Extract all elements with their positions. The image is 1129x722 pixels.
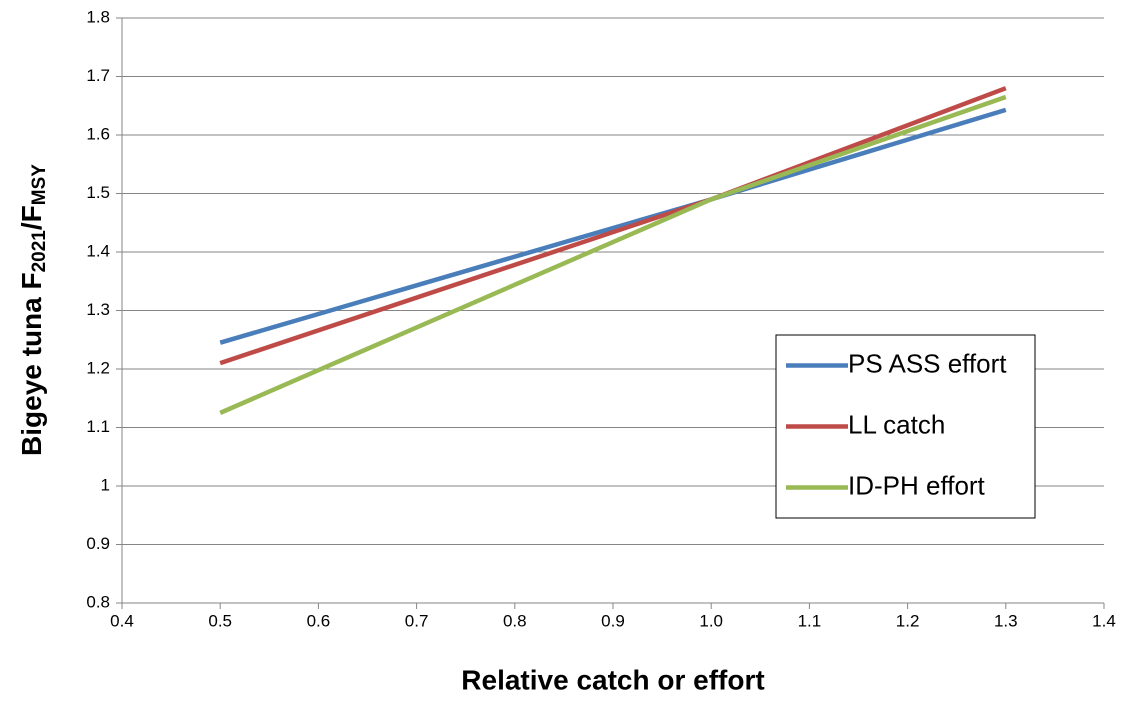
y-tick-label: 1 [101, 475, 110, 494]
x-tick-label: 1.3 [994, 611, 1018, 630]
x-tick-label: 0.9 [601, 611, 625, 630]
x-tick-label: 0.6 [307, 611, 331, 630]
x-tick-label: 0.8 [503, 611, 527, 630]
y-tick-label: 1.6 [86, 124, 110, 143]
x-tick-label: 1.0 [699, 611, 723, 630]
x-axis-label: Relative catch or effort [461, 664, 764, 695]
y-tick-label: 1.7 [86, 66, 110, 85]
y-tick-label: 1.5 [86, 183, 110, 202]
legend-label: PS ASS effort [848, 348, 1007, 378]
series-line [219, 94, 1007, 415]
y-tick-label: 1.8 [86, 7, 110, 26]
y-tick-label: 0.9 [86, 534, 110, 553]
y-label-sub: 2021 [29, 230, 50, 273]
legend-label: ID-PH effort [848, 470, 986, 500]
y-label-sub: MSY [29, 164, 50, 206]
y-tick-label: 0.8 [86, 592, 110, 611]
x-tick-label: 0.7 [405, 611, 429, 630]
series-line [219, 107, 1007, 345]
y-label-part: /F [16, 205, 47, 230]
x-tick-label: 0.4 [110, 611, 134, 630]
y-tick-label: 1.4 [86, 241, 110, 260]
legend-label: LL catch [848, 409, 945, 439]
x-tick-label: 1.2 [896, 611, 920, 630]
y-tick-label: 1.3 [86, 300, 110, 319]
y-axis-label: Bigeye tuna F2021/FMSY [16, 164, 50, 456]
y-label-part: Bigeye tuna F [16, 272, 47, 456]
y-tick-label: 1.2 [86, 358, 110, 377]
y-tick-label: 1.1 [86, 417, 110, 436]
x-tick-label: 1.1 [798, 611, 822, 630]
x-tick-label: 0.5 [208, 611, 232, 630]
x-tick-label: 1.4 [1092, 611, 1116, 630]
